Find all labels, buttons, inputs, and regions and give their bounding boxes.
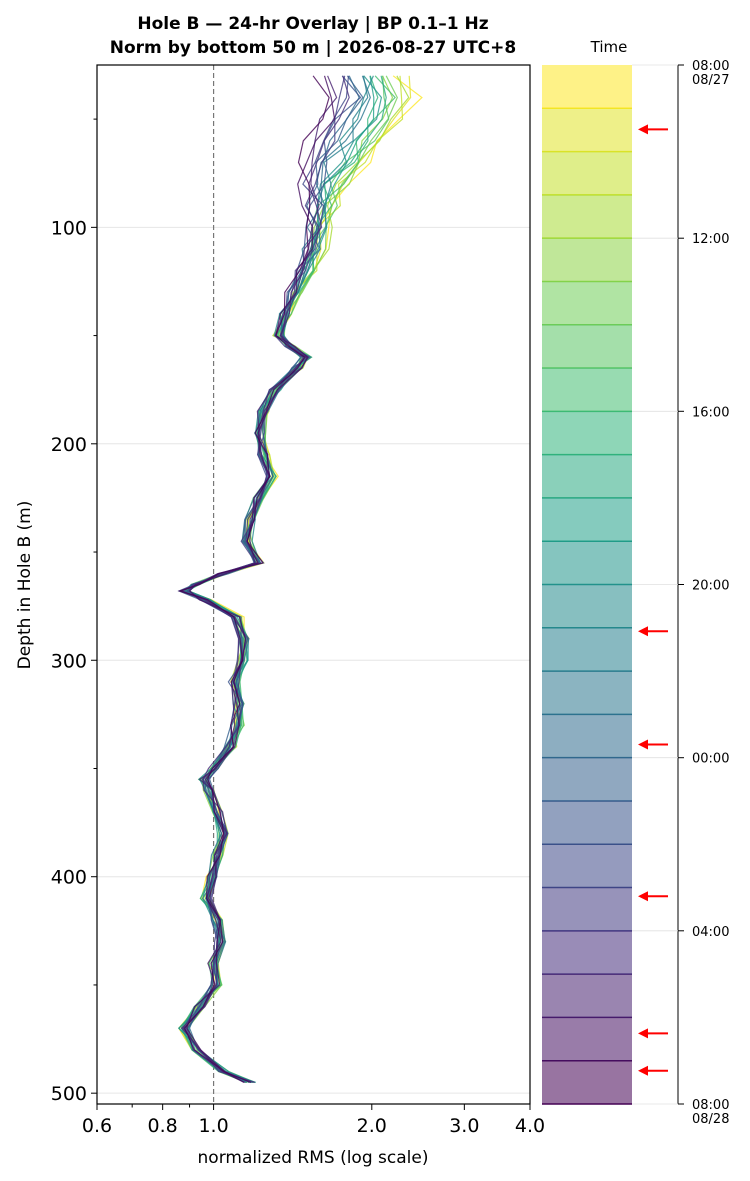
colorbar-tick-label: 12:00 [692, 232, 729, 247]
x-tick-label: 4.0 [515, 1115, 545, 1137]
colorbar-band [542, 368, 632, 412]
y-axis-label: Depth in Hole B (m) [15, 501, 35, 670]
colorbar-band [542, 974, 632, 1018]
x-tick-label: 3.0 [449, 1115, 479, 1137]
y-tick-label: 500 [51, 1083, 87, 1105]
red-arrow-icon [638, 626, 648, 637]
colorbar-band [542, 108, 632, 152]
x-axis-label: normalized RMS (log scale) [198, 1148, 429, 1168]
colorbar-tick-label: 08:00 [692, 59, 729, 74]
colorbar-tick-date: 08/27 [692, 73, 729, 88]
axes-frame [96, 64, 531, 1105]
colorbar-tick-label: 00:00 [692, 752, 729, 767]
x-tick-label: 0.6 [82, 1115, 112, 1137]
chart-title-line2: Norm by bottom 50 m | 2026-08-27 UTC+8 [110, 38, 516, 58]
red-arrow-icon [638, 1065, 648, 1076]
colorbar-title: Time [590, 38, 628, 56]
y-tick-label: 400 [51, 867, 87, 889]
x-tick-label: 2.0 [357, 1115, 387, 1137]
y-tick-label: 100 [51, 217, 87, 239]
red-arrow-icon [638, 739, 648, 750]
colorbar-band [542, 541, 632, 585]
plot-area: 0.6 0.8 1.0 2.0 3.0 4.0 100 200 300 400 500 [51, 64, 545, 1137]
colorbar-band [542, 411, 632, 455]
colorbar-tick-label: 16:00 [692, 405, 729, 420]
colorbar-band [542, 887, 632, 931]
colorbar-band [542, 714, 632, 758]
colorbar-band [542, 930, 632, 975]
colorbar-band [542, 627, 632, 672]
colorbar-band [542, 151, 632, 195]
colorbar-band [542, 324, 632, 369]
trace-line [186, 75, 336, 1083]
trace-line [177, 75, 330, 1083]
y-tick-label: 300 [51, 650, 87, 672]
colorbar-band [542, 800, 632, 845]
colorbar-band [542, 194, 632, 239]
colorbar-band [542, 454, 632, 498]
colorbar-tick-label: 20:00 [692, 579, 729, 594]
colorbar-band [542, 757, 632, 801]
colorbar-band [542, 844, 632, 888]
red-arrow-icon [638, 124, 648, 135]
red-arrow-icon [638, 1028, 648, 1039]
x-tick-label: 0.8 [148, 1115, 178, 1137]
colorbar-band [542, 281, 632, 325]
colorbar-band [542, 1017, 632, 1061]
colorbar-band [542, 238, 632, 282]
colorbar-tick-label: 04:00 [692, 925, 729, 940]
colorbar-band [542, 65, 632, 109]
colorbar: 08:0008/2712:0016:0020:0000:0004:0008:00… [542, 59, 729, 1127]
chart-title-line1: Hole B — 24-hr Overlay | BP 0.1–1 Hz [137, 14, 488, 34]
red-arrow-icon [638, 891, 648, 902]
colorbar-band [542, 497, 632, 542]
colorbar-band [542, 584, 632, 628]
colorbar-band [542, 671, 632, 715]
colorbar-tick-date: 08/28 [692, 1112, 729, 1127]
y-tick-label: 200 [51, 434, 87, 456]
colorbar-band [542, 1060, 632, 1104]
colorbar-tick-label: 08:00 [692, 1098, 729, 1113]
x-tick-label: 1.0 [198, 1115, 228, 1137]
